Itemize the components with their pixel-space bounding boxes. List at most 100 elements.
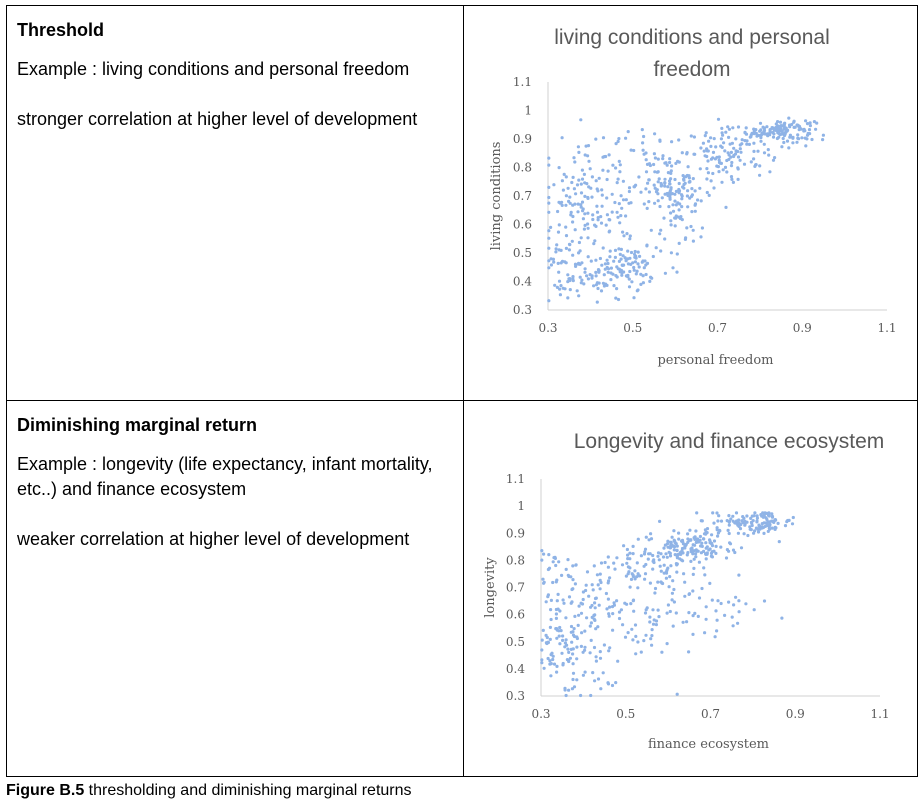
- data-point: [709, 144, 713, 148]
- data-point: [596, 677, 601, 681]
- data-point: [673, 199, 677, 203]
- data-point: [593, 601, 597, 605]
- data-point: [641, 281, 645, 285]
- data-point: [595, 300, 599, 304]
- data-point: [703, 528, 707, 532]
- data-point: [626, 631, 630, 635]
- scatter-living-conditions: living conditions and personal freedom 0.3…: [489, 26, 897, 368]
- data-point: [558, 642, 562, 646]
- data-point: [675, 270, 679, 274]
- data-point: [664, 552, 668, 556]
- data-point: [547, 553, 551, 557]
- data-point: [656, 608, 660, 612]
- data-point: [648, 279, 652, 283]
- data-point: [670, 164, 674, 168]
- data-point: [701, 141, 705, 145]
- x-tick-label: 1.1: [877, 321, 896, 335]
- x-tick-label: 0.3: [531, 707, 550, 721]
- x-tick-label: 1.1: [870, 707, 889, 721]
- data-point: [548, 637, 552, 641]
- data-point: [627, 189, 631, 194]
- data-point: [711, 150, 716, 154]
- data-point: [540, 661, 544, 665]
- data-point: [743, 131, 747, 135]
- data-point: [614, 274, 618, 278]
- data-point: [668, 160, 672, 165]
- data-point: [569, 210, 573, 214]
- data-point: [740, 138, 744, 142]
- data-point: [642, 134, 646, 139]
- data-point: [671, 624, 675, 628]
- data-point: [560, 136, 564, 140]
- data-point: [725, 548, 729, 552]
- data-point: [559, 629, 563, 633]
- data-point: [668, 197, 672, 201]
- data-point: [727, 600, 731, 604]
- data-point: [770, 512, 774, 516]
- data-point: [656, 554, 660, 558]
- data-point: [771, 135, 776, 139]
- data-point: [670, 598, 674, 602]
- data-point: [647, 200, 651, 204]
- data-point: [554, 563, 558, 568]
- y-tick-label: 0.9: [513, 132, 532, 146]
- data-point: [713, 635, 717, 639]
- data-point: [557, 223, 561, 227]
- data-point: [540, 638, 544, 642]
- data-point: [606, 555, 610, 559]
- data-point: [542, 552, 546, 556]
- data-point: [709, 551, 714, 555]
- data-point: [649, 637, 653, 641]
- data-point: [677, 181, 681, 186]
- data-point: [677, 138, 681, 142]
- data-point: [647, 178, 651, 182]
- data-point: [724, 130, 728, 134]
- data-point: [571, 564, 575, 568]
- data-point: [626, 249, 630, 253]
- data-point: [547, 229, 551, 233]
- data-point: [643, 611, 648, 615]
- data-point: [549, 257, 553, 261]
- data-point: [580, 168, 584, 172]
- data-point: [617, 259, 621, 263]
- x-tick-label: 0.5: [623, 321, 642, 335]
- y-tick-label: 0.7: [513, 189, 532, 203]
- data-point: [755, 516, 759, 520]
- data-point: [641, 141, 645, 145]
- data-point: [715, 629, 719, 633]
- data-point: [631, 261, 635, 265]
- data-point: [629, 602, 633, 606]
- data-point: [639, 554, 643, 558]
- data-point: [717, 155, 721, 159]
- data-point: [579, 611, 584, 615]
- data-point: [729, 150, 733, 154]
- data-point: [696, 198, 700, 202]
- data-point: [689, 559, 693, 563]
- data-point: [653, 201, 657, 205]
- data-point: [540, 558, 544, 562]
- data-point: [593, 618, 597, 622]
- data-point: [710, 533, 714, 537]
- data-point: [560, 573, 564, 577]
- data-point: [731, 548, 736, 552]
- x-tick-label: 0.3: [538, 321, 557, 335]
- data-point: [622, 544, 626, 548]
- scatter-points: [547, 116, 825, 304]
- data-point: [704, 557, 708, 561]
- data-point: [612, 601, 616, 605]
- data-point: [653, 170, 657, 174]
- data-point: [731, 126, 735, 130]
- y-tick-label: 0.3: [506, 689, 525, 703]
- data-point: [588, 624, 592, 628]
- data-point: [668, 157, 672, 161]
- data-point: [656, 192, 660, 196]
- data-point: [570, 587, 574, 592]
- data-point: [782, 133, 787, 138]
- data-point: [702, 566, 706, 570]
- data-point: [555, 599, 559, 603]
- data-point: [752, 149, 756, 153]
- data-point: [657, 177, 661, 181]
- data-point: [663, 271, 667, 275]
- data-point: [652, 162, 656, 167]
- data-point: [671, 209, 676, 213]
